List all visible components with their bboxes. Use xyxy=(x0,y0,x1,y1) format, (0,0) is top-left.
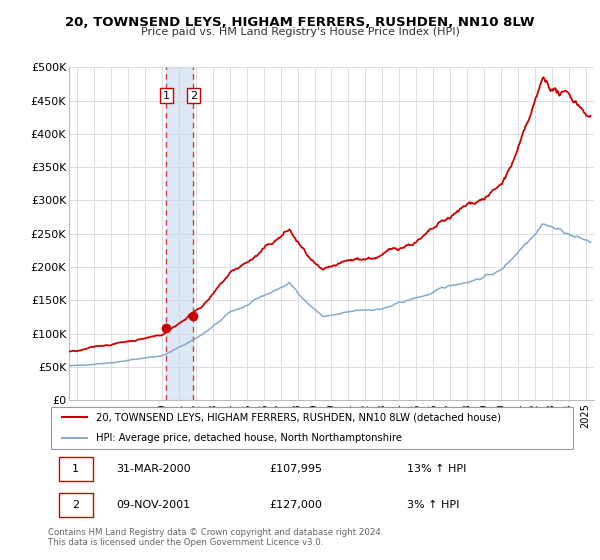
Text: 09-NOV-2001: 09-NOV-2001 xyxy=(116,500,191,510)
Text: 20, TOWNSEND LEYS, HIGHAM FERRERS, RUSHDEN, NN10 8LW (detached house): 20, TOWNSEND LEYS, HIGHAM FERRERS, RUSHD… xyxy=(95,412,500,422)
Text: 1: 1 xyxy=(163,91,170,101)
Text: 2: 2 xyxy=(190,91,197,101)
Text: Contains HM Land Registry data © Crown copyright and database right 2024.
This d: Contains HM Land Registry data © Crown c… xyxy=(48,528,383,547)
Text: 2: 2 xyxy=(72,500,79,510)
Text: 3% ↑ HPI: 3% ↑ HPI xyxy=(407,500,460,510)
Text: £107,995: £107,995 xyxy=(270,464,323,474)
FancyBboxPatch shape xyxy=(59,493,93,517)
FancyBboxPatch shape xyxy=(50,407,574,449)
FancyBboxPatch shape xyxy=(59,457,93,481)
Text: 20, TOWNSEND LEYS, HIGHAM FERRERS, RUSHDEN, NN10 8LW: 20, TOWNSEND LEYS, HIGHAM FERRERS, RUSHD… xyxy=(65,16,535,29)
Text: Price paid vs. HM Land Registry's House Price Index (HPI): Price paid vs. HM Land Registry's House … xyxy=(140,27,460,38)
Text: HPI: Average price, detached house, North Northamptonshire: HPI: Average price, detached house, Nort… xyxy=(95,433,401,444)
Text: 13% ↑ HPI: 13% ↑ HPI xyxy=(407,464,466,474)
Text: 31-MAR-2000: 31-MAR-2000 xyxy=(116,464,191,474)
Text: 1: 1 xyxy=(72,464,79,474)
Text: £127,000: £127,000 xyxy=(270,500,323,510)
Bar xyxy=(166,67,193,400)
